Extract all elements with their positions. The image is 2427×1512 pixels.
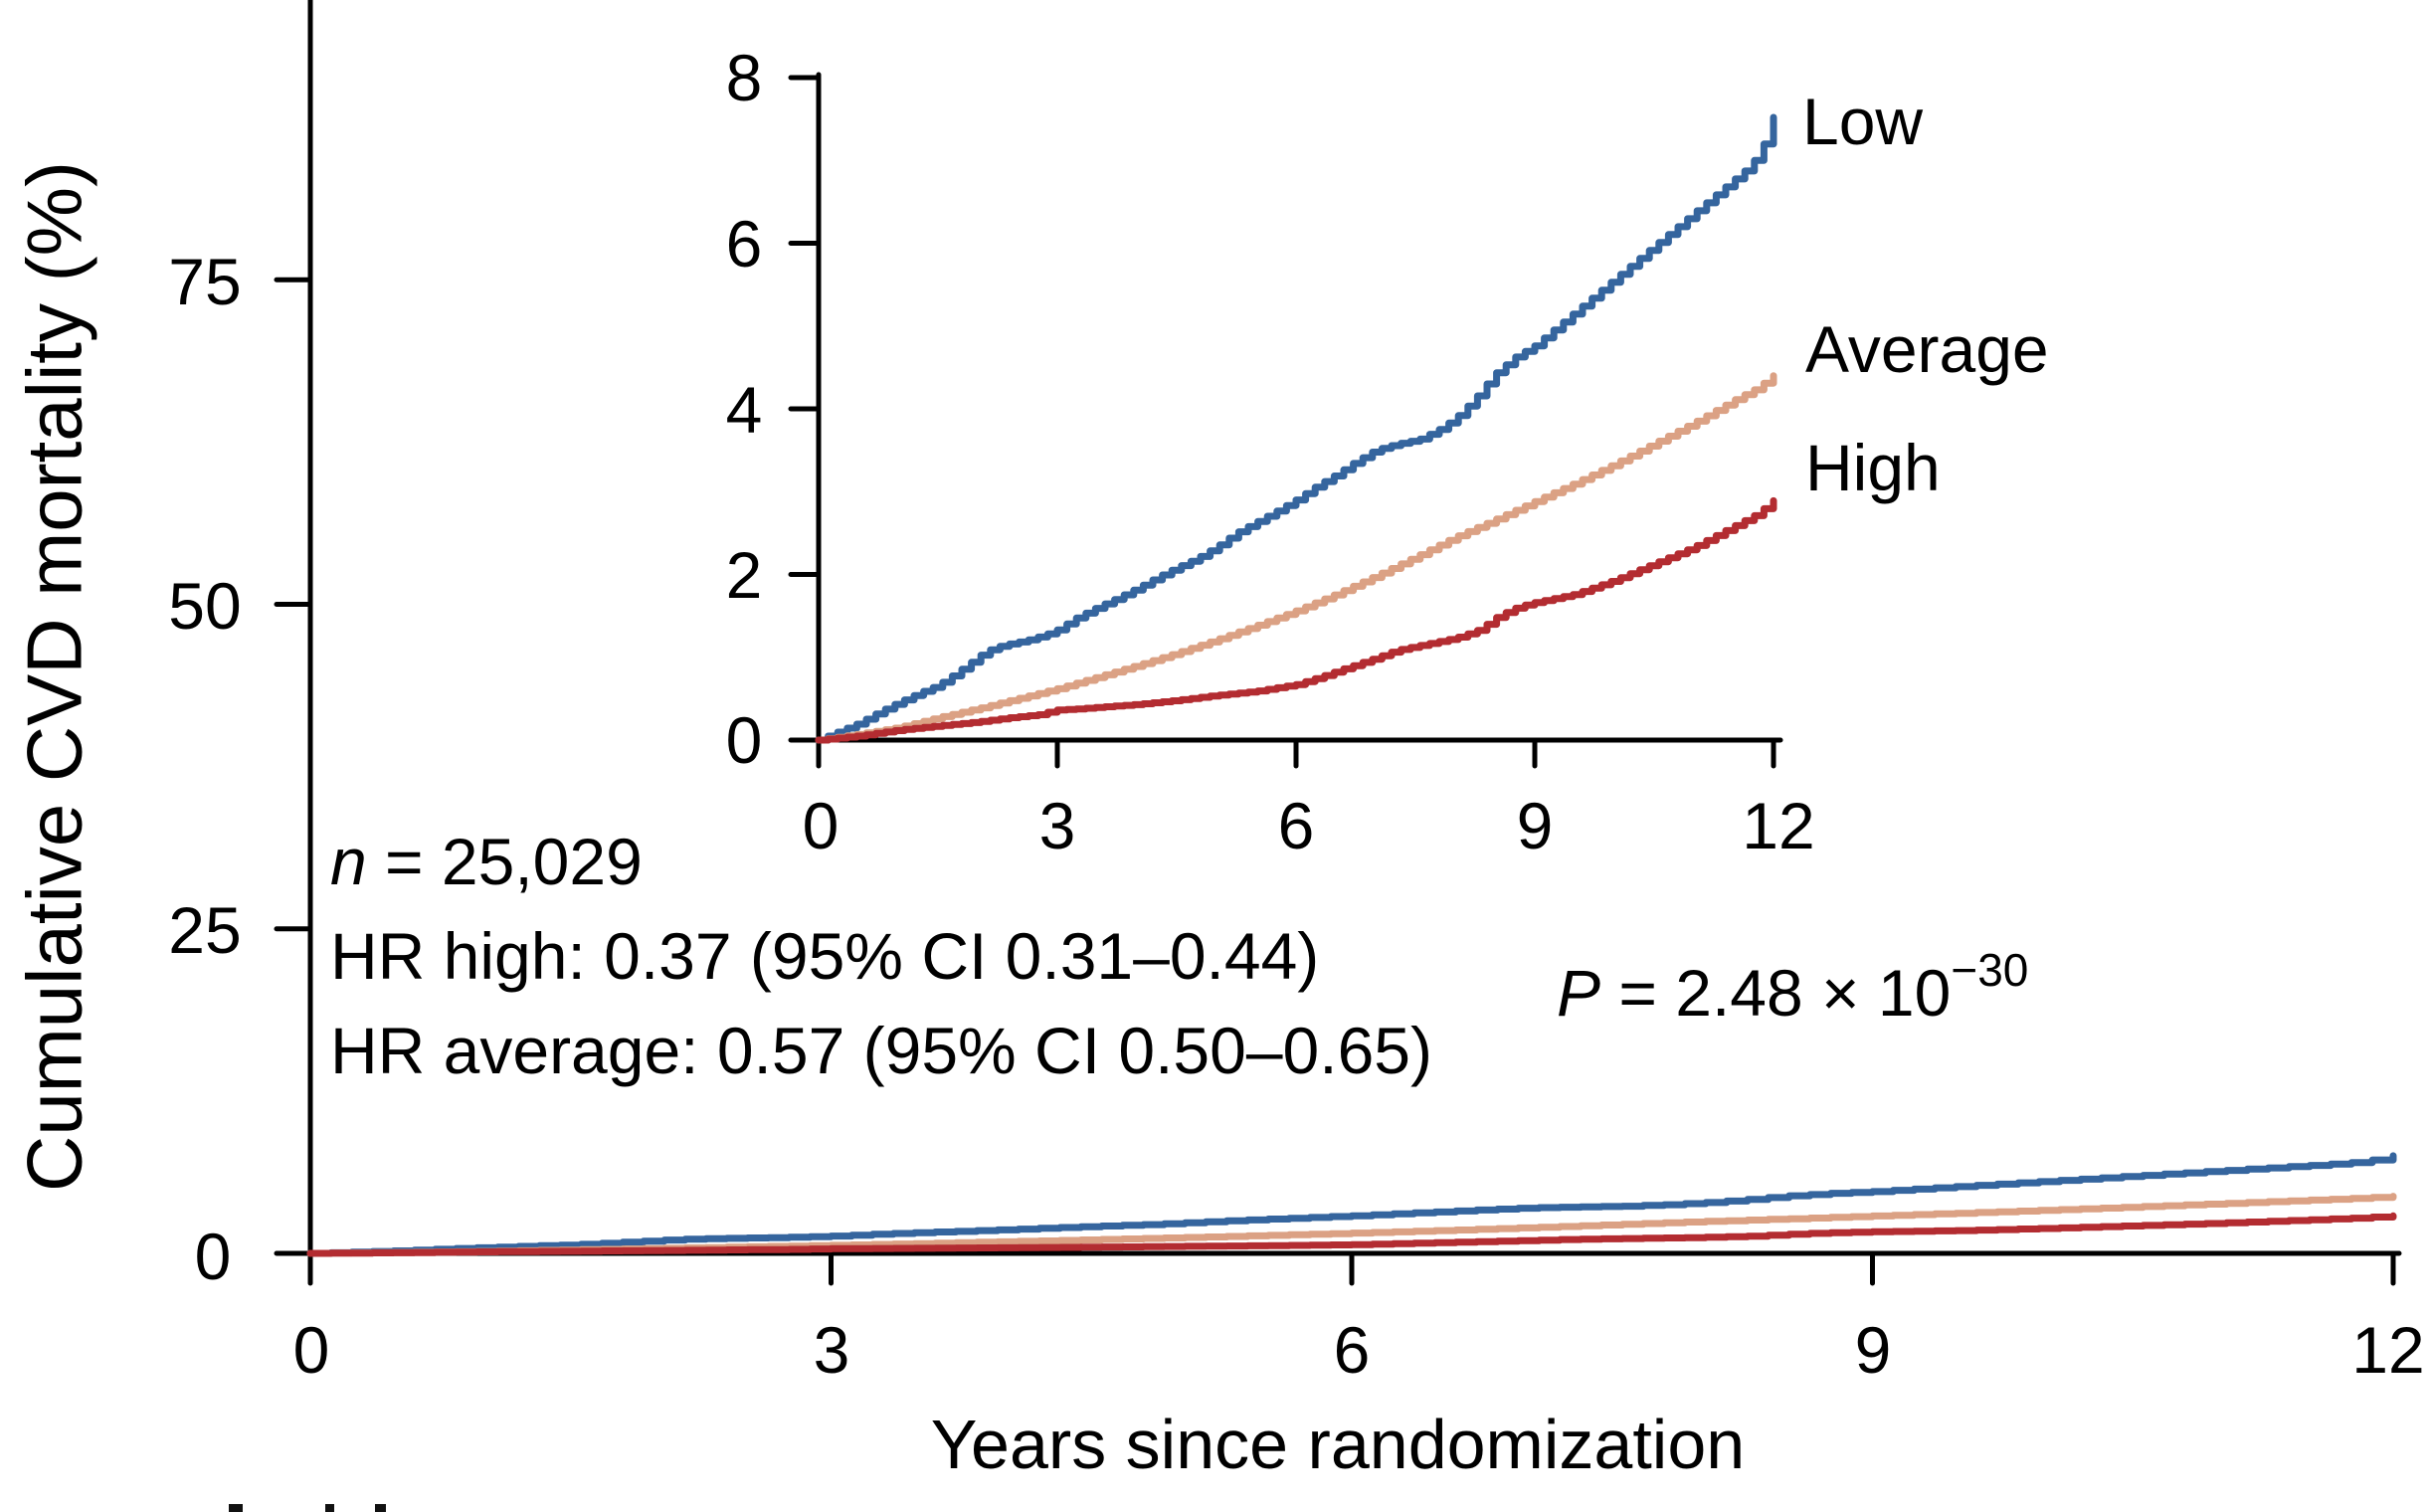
inset-y-tick-2: 2 — [725, 538, 763, 612]
main-y-axis-title: Cumulative CVD mortality (%) — [10, 161, 98, 1192]
main-y-tick-50: 50 — [168, 569, 242, 643]
main-y-tick-25: 25 — [168, 893, 242, 967]
inset-curve-average — [815, 372, 1777, 744]
sample-size-n-symbol: n — [330, 825, 367, 898]
clipped-caption-fragment — [325, 1504, 334, 1512]
main-x-tick-0: 0 — [292, 1313, 330, 1387]
main-axes — [274, 0, 2402, 1286]
hr-high-annotation: HR high: 0.37 (95% CI 0.31–0.44) — [330, 919, 1320, 993]
clipped-caption-fragment — [229, 1504, 243, 1512]
main-x-tick-3: 3 — [813, 1313, 850, 1387]
p-value-p-symbol: P — [1557, 956, 1601, 1030]
inset-x-tick-6: 6 — [1277, 789, 1315, 862]
inset-y-tick-8: 8 — [725, 41, 763, 114]
series-label-average: Average — [1805, 312, 2049, 386]
series-label-low: Low — [1802, 85, 1924, 158]
p-value-mantissa: = 2.48 × 10 — [1600, 956, 1952, 1030]
sample-size-value: = 25,029 — [366, 825, 643, 898]
sample-size-annotation: n = 25,029 — [330, 829, 643, 894]
hr-average-annotation: HR average: 0.57 (95% CI 0.50–0.65) — [330, 1014, 1432, 1087]
main-x-axis-title: Years since randomization — [930, 1406, 1746, 1483]
inset-x-tick-0: 0 — [802, 789, 840, 862]
inset-x-tick-3: 3 — [1038, 789, 1076, 862]
main-x-tick-6: 6 — [1333, 1313, 1371, 1387]
main-x-tick-12: 12 — [2351, 1313, 2425, 1387]
p-value-exponent: −30 — [1951, 944, 2029, 996]
main-x-tick-9: 9 — [1854, 1313, 1892, 1387]
inset-y-tick-0: 0 — [725, 703, 763, 777]
inset-axes — [788, 72, 1783, 769]
clipped-caption-fragment — [375, 1504, 386, 1512]
series-label-high: High — [1805, 431, 1941, 504]
inset-y-tick-6: 6 — [725, 207, 763, 281]
inset-curve-low — [815, 113, 1777, 744]
main-y-tick-0: 0 — [194, 1220, 232, 1293]
main-curve-high — [306, 1212, 2397, 1257]
inset-x-tick-12: 12 — [1742, 789, 1815, 862]
main-y-tick-75: 75 — [168, 245, 242, 318]
main-curve-low — [306, 1152, 2397, 1257]
inset-y-tick-4: 4 — [725, 373, 763, 447]
p-value-annotation: P = 2.48 × 10−30 — [1557, 947, 2028, 1026]
inset-curve-high — [815, 496, 1777, 744]
inset-x-tick-9: 9 — [1516, 789, 1554, 862]
